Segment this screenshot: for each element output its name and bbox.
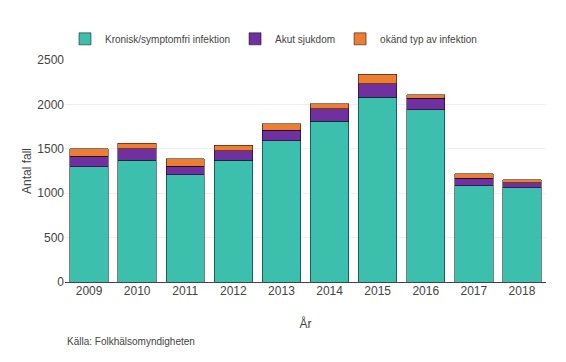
- svg-text:2500: 2500: [37, 53, 64, 67]
- svg-text:2011: 2011: [172, 284, 198, 298]
- svg-text:2000: 2000: [37, 98, 64, 112]
- svg-text:2015: 2015: [364, 284, 391, 298]
- svg-text:500: 500: [44, 231, 64, 245]
- svg-text:2018: 2018: [509, 284, 536, 298]
- svg-text:0: 0: [57, 275, 64, 289]
- svg-text:År: År: [300, 316, 312, 331]
- svg-text:2016: 2016: [412, 284, 439, 298]
- svg-text:2014: 2014: [316, 284, 343, 298]
- svg-text:Kronisk/symptomfri infektion: Kronisk/symptomfri infektion: [105, 34, 230, 45]
- svg-text:Antal fall: Antal fall: [20, 148, 34, 194]
- svg-text:2013: 2013: [268, 284, 295, 298]
- svg-text:2009: 2009: [76, 284, 103, 298]
- svg-text:1000: 1000: [37, 186, 64, 200]
- svg-text:2010: 2010: [124, 284, 151, 298]
- svg-text:okänd typ av infektion: okänd typ av infektion: [380, 34, 477, 45]
- svg-text:2017: 2017: [460, 284, 487, 298]
- svg-text:1500: 1500: [37, 142, 64, 156]
- svg-text:Akut sjukdom: Akut sjukdom: [275, 34, 335, 45]
- svg-text:Källa: Folkhälsomyndigheten: Källa: Folkhälsomyndigheten: [67, 336, 195, 347]
- svg-text:2012: 2012: [220, 284, 247, 298]
